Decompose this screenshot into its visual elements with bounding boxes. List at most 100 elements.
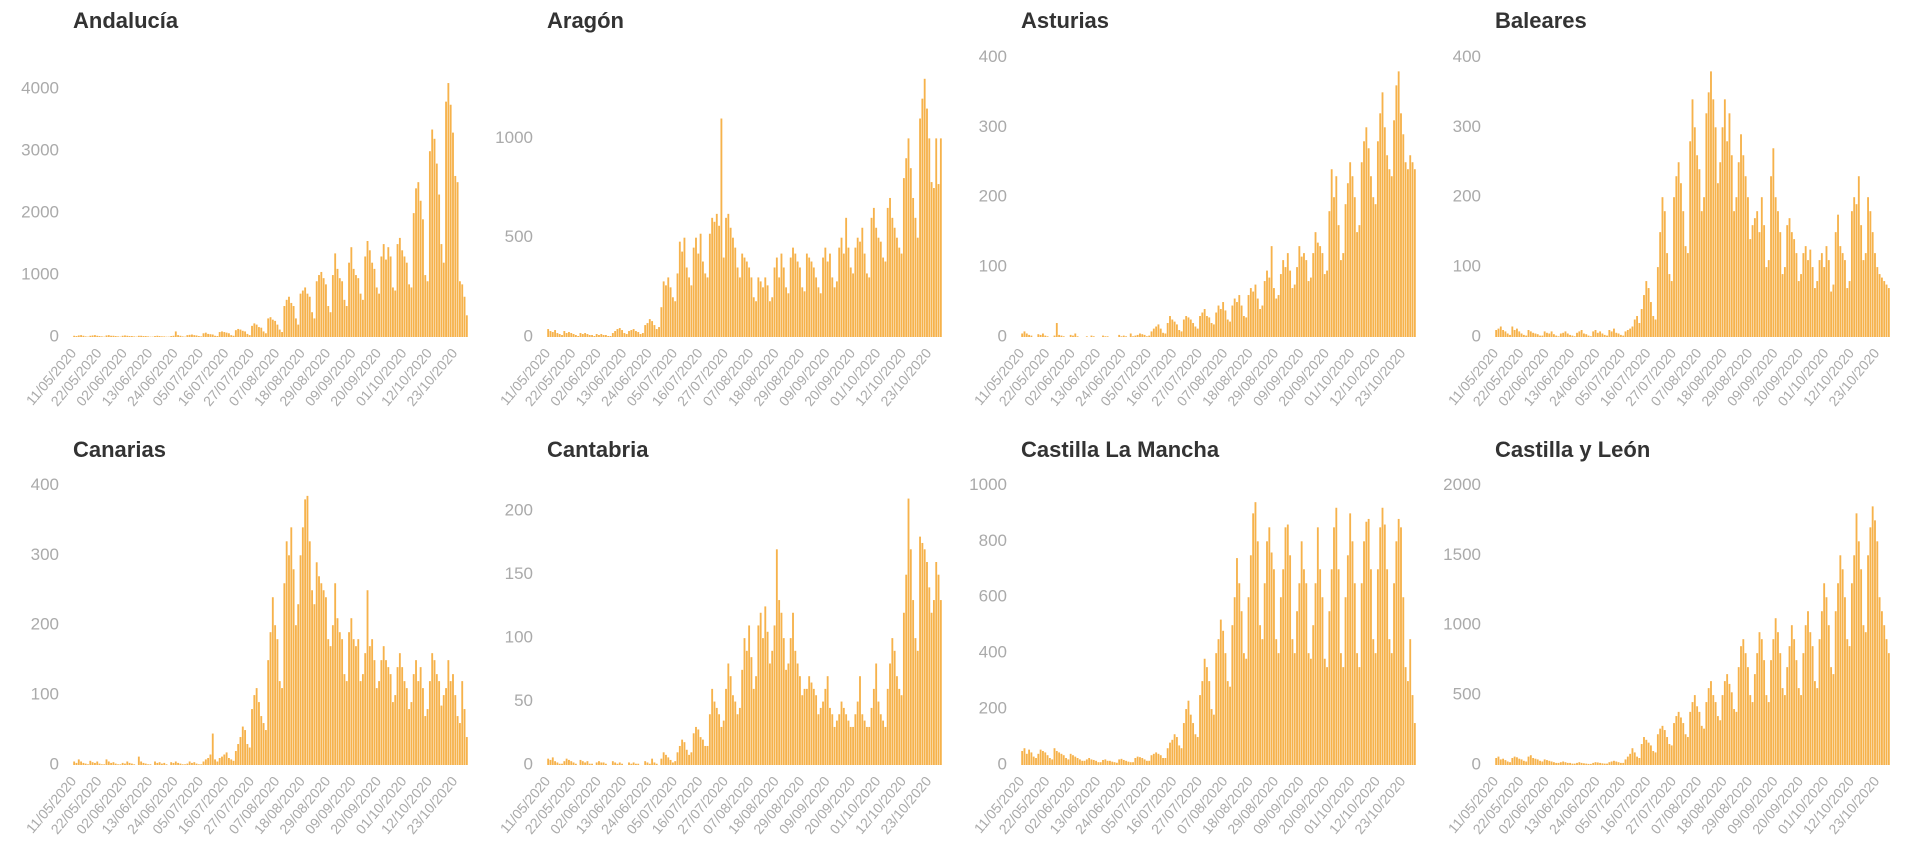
bar — [200, 764, 203, 765]
bar — [586, 334, 589, 337]
bar — [604, 335, 607, 337]
bar — [1164, 333, 1167, 337]
bar — [1837, 583, 1839, 765]
bar — [387, 247, 390, 337]
bar — [611, 761, 614, 765]
bar — [442, 695, 445, 765]
bar — [1353, 583, 1356, 765]
bar — [368, 250, 371, 337]
bar — [722, 257, 725, 337]
bar — [863, 720, 866, 765]
bar — [98, 763, 101, 765]
bar — [704, 745, 707, 765]
bar — [214, 335, 216, 337]
bar — [678, 745, 681, 765]
bar — [1509, 762, 1511, 765]
bar — [1152, 328, 1155, 337]
bar — [144, 763, 147, 765]
bar — [174, 331, 177, 337]
bar — [1740, 134, 1742, 337]
bar — [1770, 176, 1772, 337]
bar — [1723, 681, 1726, 765]
bar — [387, 667, 390, 765]
bar — [898, 688, 901, 765]
bar — [616, 763, 619, 765]
bar — [1309, 277, 1312, 337]
bar — [902, 178, 905, 337]
y-tick-label: 300 — [979, 117, 1007, 136]
bar — [1714, 127, 1717, 337]
bar — [428, 151, 431, 337]
bar — [676, 273, 679, 337]
bar — [1379, 113, 1382, 338]
bar — [1532, 332, 1535, 337]
bar — [1502, 758, 1505, 765]
bar — [221, 331, 223, 337]
bar — [914, 217, 917, 337]
bar — [891, 217, 894, 337]
bar — [1654, 752, 1657, 765]
bar — [547, 329, 550, 337]
bar — [1564, 762, 1567, 765]
bar — [785, 669, 788, 765]
bar — [431, 653, 434, 765]
bar — [410, 287, 413, 337]
bar — [796, 261, 799, 337]
bar — [1370, 569, 1372, 765]
bar — [856, 701, 859, 765]
bar — [1548, 333, 1551, 337]
bar — [1270, 552, 1273, 765]
bar — [1728, 683, 1731, 765]
bar — [1222, 302, 1225, 337]
bar — [1115, 762, 1118, 765]
bar — [410, 702, 413, 765]
bar — [223, 754, 226, 765]
bar — [1546, 332, 1548, 337]
bar — [595, 334, 598, 337]
bar — [773, 267, 776, 337]
bar — [854, 247, 857, 337]
bar — [1552, 762, 1555, 765]
bar — [313, 604, 316, 765]
bar — [1365, 521, 1368, 765]
bar — [1113, 762, 1116, 765]
bar — [1495, 758, 1498, 765]
bar — [1321, 253, 1324, 337]
bar — [299, 293, 302, 337]
bar — [1744, 653, 1747, 765]
bar — [1513, 756, 1516, 765]
bar — [609, 336, 612, 337]
bar — [100, 336, 103, 337]
bar — [1125, 336, 1128, 337]
bar — [1809, 632, 1812, 765]
bar — [1566, 762, 1569, 765]
bar — [704, 273, 707, 337]
bar — [380, 660, 383, 765]
bar — [921, 542, 924, 765]
bar — [551, 757, 554, 765]
bar — [623, 333, 626, 337]
bar — [875, 227, 878, 337]
bar — [1307, 281, 1310, 337]
bar — [315, 281, 318, 337]
bar — [1400, 527, 1402, 765]
bar — [1543, 331, 1546, 337]
bar — [1696, 706, 1699, 765]
bar — [1617, 762, 1620, 765]
bar — [1786, 225, 1789, 337]
bar — [202, 761, 205, 765]
bar — [1370, 176, 1372, 337]
bar — [907, 138, 910, 337]
bar — [1072, 755, 1074, 765]
bar — [1360, 162, 1363, 337]
y-tick-label: 2000 — [21, 203, 59, 222]
bar — [1645, 739, 1648, 765]
bar — [794, 650, 797, 765]
bar — [780, 612, 783, 765]
bar — [697, 253, 700, 337]
y-tick-label: 50 — [514, 691, 533, 710]
bar — [662, 752, 665, 765]
bar — [207, 333, 210, 337]
bar — [188, 761, 191, 765]
bar — [1148, 335, 1151, 337]
